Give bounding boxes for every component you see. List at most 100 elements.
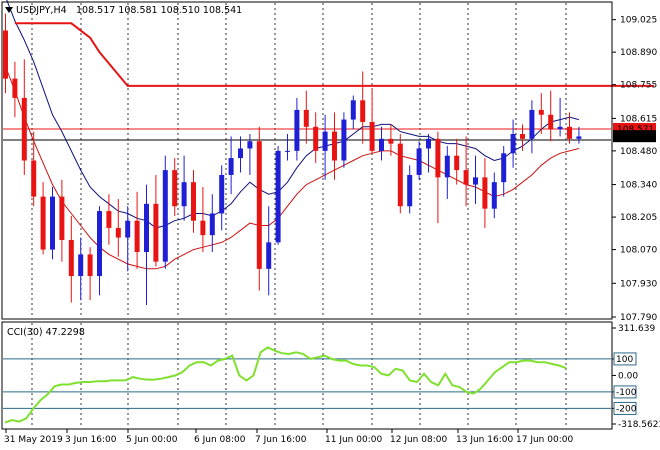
candle-body (416, 148, 422, 175)
cci-level-box (613, 401, 637, 415)
time-tick-label: 5 Jun 00:00 (126, 435, 178, 445)
cci-tick-label: -318.5623 (618, 420, 660, 430)
candle-body (510, 134, 516, 154)
candle-body (50, 196, 55, 250)
time-axis: 31 May 2019 3 Jun 16:00 5 Jun 00:00 6 Jun 0… (4, 429, 573, 445)
candle-body (3, 30, 8, 79)
cci-level-box (613, 385, 637, 399)
cci-tick-label: 0.00 (618, 371, 638, 381)
price-tick-label: 108.890 (620, 48, 657, 58)
candle-body (529, 109, 535, 139)
price-tick-label: 108.480 (620, 147, 657, 157)
candle-body (482, 177, 488, 209)
price-tick-label: 108.755 (620, 81, 657, 91)
cci-header: CCI(30) 47.2298 (7, 327, 85, 338)
candle-body (106, 211, 112, 228)
time-tick-label: 11 Jun 00:00 (325, 435, 382, 445)
price-tick-label: 107.930 (620, 279, 657, 289)
candle-body (285, 150, 290, 152)
candle-body (256, 141, 262, 269)
cci-tick-label: -200 (616, 404, 637, 414)
time-tick-label: 6 Jun 08:00 (194, 435, 246, 445)
candle-body (294, 109, 300, 151)
time-tick-label: 12 Jun 08:00 (390, 435, 447, 445)
cci-tick-label: -100 (616, 388, 637, 398)
dropdown-triangle-icon[interactable] (5, 7, 13, 13)
candle-body (247, 141, 253, 149)
price-badge (613, 130, 656, 143)
candle-body (322, 131, 328, 151)
candle-body (463, 170, 469, 185)
channel-line (14, 22, 655, 87)
chart-ohlc: 108.517 108.581 108.510 108.541 (76, 5, 242, 16)
candle-body (275, 150, 281, 243)
candle-body (238, 148, 243, 159)
price-tick-label: 109.025 (620, 16, 657, 26)
candle-body (548, 114, 554, 130)
candle-body (454, 155, 460, 171)
candle-body (473, 177, 478, 185)
cci-tick-label: 311.639 (618, 324, 655, 334)
price-tick-label: 108.205 (620, 213, 657, 223)
candle-body (303, 109, 309, 127)
price-axis: 109.025 108.890 108.755 108.615 108.480 108.3… (612, 16, 657, 323)
channel-polyline (14, 22, 655, 87)
candle-body (567, 126, 572, 139)
candle-body (125, 220, 131, 238)
candle-body (115, 227, 121, 238)
cci-tick-label: 100 (616, 355, 633, 365)
candle-body (78, 254, 84, 277)
candle-body (191, 182, 196, 221)
candle-body (501, 153, 507, 183)
candle-body (21, 97, 27, 161)
candle-body (97, 211, 102, 277)
candles (3, 13, 582, 305)
candle-body (31, 160, 37, 197)
chart-symbol: USDJPY,H4 (16, 5, 67, 16)
price-badge-label: 108.571 (617, 125, 654, 135)
cci-axis: 311.639 100 0.00 -100 -200 -318.5623 (612, 324, 660, 430)
candle-body (219, 174, 225, 214)
price-tick-label: 108.340 (620, 181, 657, 191)
candle-body (87, 254, 93, 277)
candle-body (59, 196, 65, 240)
candle-body (228, 158, 234, 175)
candle-body (12, 78, 18, 98)
ma-fast (6, 0, 580, 229)
candle-body (426, 138, 431, 149)
candle-body (341, 119, 347, 161)
price-tick-label: 108.615 (620, 114, 657, 124)
candle-body (209, 213, 215, 236)
candle-body (68, 239, 74, 277)
candle-body (172, 170, 178, 207)
candle-body (407, 174, 413, 207)
price-panel-frame (1, 1, 613, 320)
candle-body (444, 155, 450, 178)
cci-level-box (613, 352, 637, 366)
candle-body (397, 143, 403, 207)
price-levels (3, 128, 611, 141)
candle-body (144, 203, 149, 252)
candle-body (153, 203, 159, 262)
candle-body (369, 121, 375, 151)
candle-body (379, 138, 384, 151)
time-tick-label: 7 Jun 16:00 (255, 435, 307, 445)
price-badge-label: 108.541 (617, 132, 654, 142)
candle-body (350, 100, 356, 120)
candle-body (40, 196, 46, 250)
candle-body (134, 220, 140, 252)
candle-body (557, 126, 563, 130)
candle-body (435, 138, 441, 178)
price-tick-label: 108.070 (620, 246, 657, 256)
candle-body (313, 126, 319, 151)
candle-body (266, 242, 272, 269)
time-tick-label: 17 Jun 00:00 (516, 435, 573, 445)
candle-body (332, 131, 337, 161)
cci-panel (3, 346, 611, 424)
time-tick-label: 3 Jun 16:00 (65, 435, 117, 445)
candle-body (162, 170, 168, 262)
candle-body (538, 109, 544, 115)
candle-body (388, 138, 394, 144)
